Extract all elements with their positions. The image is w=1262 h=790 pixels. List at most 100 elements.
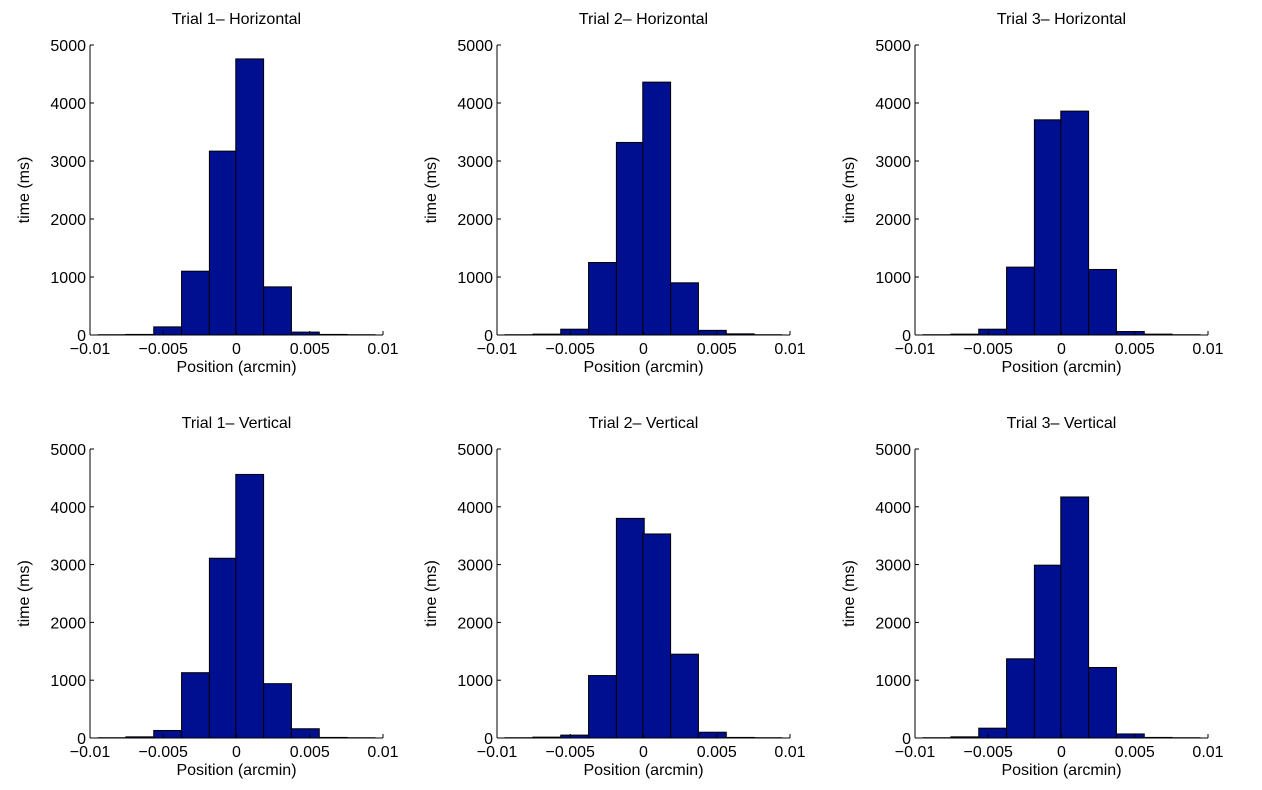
histogram-bar	[181, 270, 210, 336]
x-tick-label: −0.01	[70, 341, 111, 358]
y-tick-label: 2000	[875, 615, 911, 632]
subplot-4: −0.01 −0.005 0 0.005 0.01 0 1000 2000 3000 4000 50…	[16, 415, 399, 779]
x-tick-label: 0	[1057, 744, 1066, 761]
y-axis-label: time (ms)	[423, 560, 440, 627]
y-tick-label: 2000	[875, 212, 911, 229]
y-axis-label: time (ms)	[423, 157, 440, 224]
histogram-bar	[153, 326, 183, 336]
histogram-bar	[153, 729, 183, 739]
histogram-bar	[235, 473, 265, 739]
x-axis-label: Position (arcmin)	[1001, 762, 1121, 779]
x-tick-label: 0.005	[1115, 341, 1155, 358]
x-tick-label: 0	[639, 744, 648, 761]
histogram-bar	[978, 328, 1008, 336]
histogram-bar	[235, 58, 265, 336]
y-tick-label: 0	[77, 731, 86, 748]
y-tick-label: 5000	[457, 38, 493, 55]
y-tick-label: 0	[484, 731, 493, 748]
chart-title: Trial 3– Vertical	[1007, 415, 1117, 432]
histogram-bar	[181, 672, 210, 739]
x-tick-label: 0.005	[697, 744, 737, 761]
y-tick-label: 1000	[875, 673, 911, 690]
y-tick-label: 1000	[50, 270, 86, 287]
x-tick-label: 0.005	[697, 341, 737, 358]
histogram-bar	[290, 728, 320, 739]
y-tick-label: 4000	[875, 96, 911, 113]
histogram-bar	[1033, 564, 1063, 739]
x-tick-label: −0.01	[70, 744, 111, 761]
y-tick-label: 5000	[875, 442, 911, 459]
x-tick-label: −0.01	[477, 744, 518, 761]
x-tick-label: 0.005	[290, 341, 330, 358]
y-tick-label: 3000	[875, 558, 911, 575]
y-tick-label: 2000	[50, 212, 86, 229]
y-tick-label: 0	[484, 328, 493, 345]
x-tick-label: 0.01	[1192, 744, 1223, 761]
x-tick-label: 0	[1057, 341, 1066, 358]
histogram-bar	[1006, 658, 1035, 739]
y-tick-label: 1000	[50, 673, 86, 690]
x-tick-label: −0.005	[964, 341, 1013, 358]
subplot-2: −0.01 −0.005 0 0.005 0.01 0 1000 2000 3000 4000 50…	[423, 11, 806, 376]
y-tick-label: 0	[77, 328, 86, 345]
chart-title: Trial 1– Horizontal	[172, 11, 301, 28]
histogram-bar	[670, 653, 699, 739]
x-tick-label: −0.005	[139, 744, 188, 761]
x-axis-label: Position (arcmin)	[176, 359, 296, 376]
x-axis-label: Position (arcmin)	[583, 762, 703, 779]
x-tick-label: 0.01	[774, 341, 805, 358]
y-tick-label: 5000	[50, 38, 86, 55]
y-tick-label: 2000	[457, 615, 493, 632]
y-axis-label: time (ms)	[841, 560, 858, 627]
x-tick-label: −0.01	[895, 341, 936, 358]
x-tick-label: 0.005	[1115, 744, 1155, 761]
y-tick-label: 3000	[875, 154, 911, 171]
x-tick-label: −0.01	[477, 341, 518, 358]
histogram-bar	[1088, 666, 1117, 739]
histogram-bar	[697, 731, 727, 739]
y-tick-label: 3000	[457, 558, 493, 575]
histogram-bar	[642, 533, 672, 739]
x-axis-label: Position (arcmin)	[1001, 359, 1121, 376]
x-axis-label: Position (arcmin)	[176, 762, 296, 779]
y-tick-label: 0	[902, 731, 911, 748]
subplot-3: −0.01 −0.005 0 0.005 0.01 0 1000 2000 3000 4000 50…	[841, 11, 1224, 376]
histogram-bar	[1006, 266, 1035, 336]
chart-title: Trial 3– Horizontal	[997, 11, 1126, 28]
histogram-bar	[670, 282, 699, 336]
y-tick-label: 5000	[50, 442, 86, 459]
x-tick-label: 0	[232, 744, 241, 761]
y-tick-label: 4000	[457, 500, 493, 517]
y-axis-label: time (ms)	[16, 560, 33, 627]
y-tick-label: 3000	[50, 154, 86, 171]
x-tick-label: −0.005	[139, 341, 188, 358]
x-tick-label: 0	[639, 341, 648, 358]
y-tick-label: 4000	[457, 96, 493, 113]
x-tick-label: 0.01	[367, 341, 398, 358]
chart-title: Trial 1– Vertical	[182, 415, 292, 432]
x-axis-label: Position (arcmin)	[583, 359, 703, 376]
histogram-bar	[263, 286, 292, 336]
histogram-bar	[588, 675, 617, 739]
y-tick-label: 4000	[50, 500, 86, 517]
y-tick-label: 5000	[875, 38, 911, 55]
subplot-1: −0.01 −0.005 0 0.005 0.01 0 1000 2000 3000 4000 50…	[16, 11, 399, 376]
histogram-bar	[1115, 733, 1145, 739]
x-tick-label: 0.01	[367, 744, 398, 761]
y-tick-label: 5000	[457, 442, 493, 459]
y-tick-label: 4000	[50, 96, 86, 113]
histogram-bar	[208, 557, 238, 739]
x-tick-label: 0.01	[774, 744, 805, 761]
y-tick-label: 0	[902, 328, 911, 345]
histogram-bar	[1115, 331, 1145, 336]
y-axis-label: time (ms)	[16, 157, 33, 224]
x-tick-label: −0.01	[895, 744, 936, 761]
histogram-bar	[1033, 119, 1063, 336]
x-tick-label: −0.005	[546, 341, 595, 358]
histogram-bar	[263, 683, 292, 739]
x-tick-label: 0	[232, 341, 241, 358]
x-tick-label: −0.005	[964, 744, 1013, 761]
histogram-bar	[697, 329, 727, 336]
histogram-bar	[615, 517, 645, 739]
